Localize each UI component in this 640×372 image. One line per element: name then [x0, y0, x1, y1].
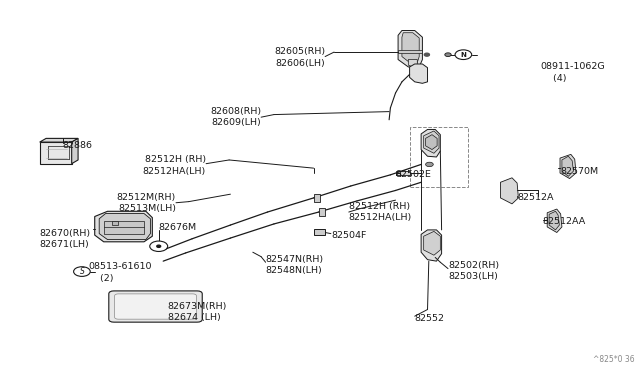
Polygon shape: [72, 138, 78, 164]
Text: 82512AA: 82512AA: [543, 217, 586, 226]
Polygon shape: [112, 221, 118, 225]
Circle shape: [424, 53, 429, 56]
Polygon shape: [319, 208, 325, 216]
Polygon shape: [410, 64, 428, 83]
Text: 82502(RH)
82503(LH): 82502(RH) 82503(LH): [448, 261, 499, 281]
Circle shape: [150, 241, 168, 251]
Polygon shape: [314, 229, 325, 235]
Circle shape: [455, 50, 472, 60]
Text: 82608(RH)
82609(LH): 82608(RH) 82609(LH): [210, 107, 261, 127]
Polygon shape: [95, 211, 152, 242]
Polygon shape: [396, 171, 410, 175]
Text: 82547N(RH)
82548N(LH): 82547N(RH) 82548N(LH): [266, 255, 324, 275]
Text: N: N: [460, 52, 467, 58]
Circle shape: [74, 267, 90, 276]
Polygon shape: [547, 209, 562, 232]
Circle shape: [445, 53, 451, 57]
Polygon shape: [562, 156, 573, 176]
Text: ^825*0 36: ^825*0 36: [593, 355, 635, 364]
Text: 82504F: 82504F: [331, 231, 366, 240]
Text: S: S: [79, 267, 84, 276]
Polygon shape: [398, 31, 422, 67]
FancyBboxPatch shape: [115, 294, 196, 319]
Polygon shape: [408, 60, 417, 68]
Polygon shape: [421, 230, 442, 261]
Text: 82670(RH)
82671(LH): 82670(RH) 82671(LH): [40, 229, 91, 249]
Polygon shape: [314, 194, 320, 202]
Polygon shape: [424, 131, 439, 153]
Text: 82673M(RH)
82674 (LH): 82673M(RH) 82674 (LH): [168, 302, 227, 322]
Text: 82886: 82886: [63, 141, 93, 150]
Polygon shape: [549, 211, 559, 230]
Text: 82605(RH)
82606(LH): 82605(RH) 82606(LH): [274, 48, 325, 68]
Text: 82512H (RH)
82512HA(LH): 82512H (RH) 82512HA(LH): [143, 155, 206, 176]
Text: 82512M(RH)
82513M(LH): 82512M(RH) 82513M(LH): [116, 193, 176, 213]
Text: 08513-61610
    (2): 08513-61610 (2): [88, 262, 152, 282]
Polygon shape: [99, 214, 150, 240]
Polygon shape: [421, 129, 440, 157]
Polygon shape: [40, 142, 72, 164]
Polygon shape: [560, 154, 576, 179]
Circle shape: [157, 245, 161, 247]
Polygon shape: [500, 178, 518, 204]
Polygon shape: [424, 231, 440, 255]
FancyBboxPatch shape: [109, 291, 202, 322]
Circle shape: [426, 162, 433, 167]
Text: 82676M: 82676M: [159, 223, 197, 232]
Text: 82512A: 82512A: [517, 193, 554, 202]
Text: 82552: 82552: [415, 314, 445, 323]
Polygon shape: [40, 138, 78, 142]
Text: 82512H (RH)
82512HA(LH): 82512H (RH) 82512HA(LH): [349, 202, 412, 222]
Polygon shape: [426, 135, 437, 150]
Polygon shape: [402, 33, 419, 62]
Text: 82570M: 82570M: [560, 167, 598, 176]
Polygon shape: [104, 221, 144, 234]
Text: 82502E: 82502E: [396, 170, 431, 179]
Polygon shape: [398, 50, 422, 53]
Text: 08911-1062G
    (4): 08911-1062G (4): [541, 62, 605, 83]
Bar: [410, 127, 468, 187]
